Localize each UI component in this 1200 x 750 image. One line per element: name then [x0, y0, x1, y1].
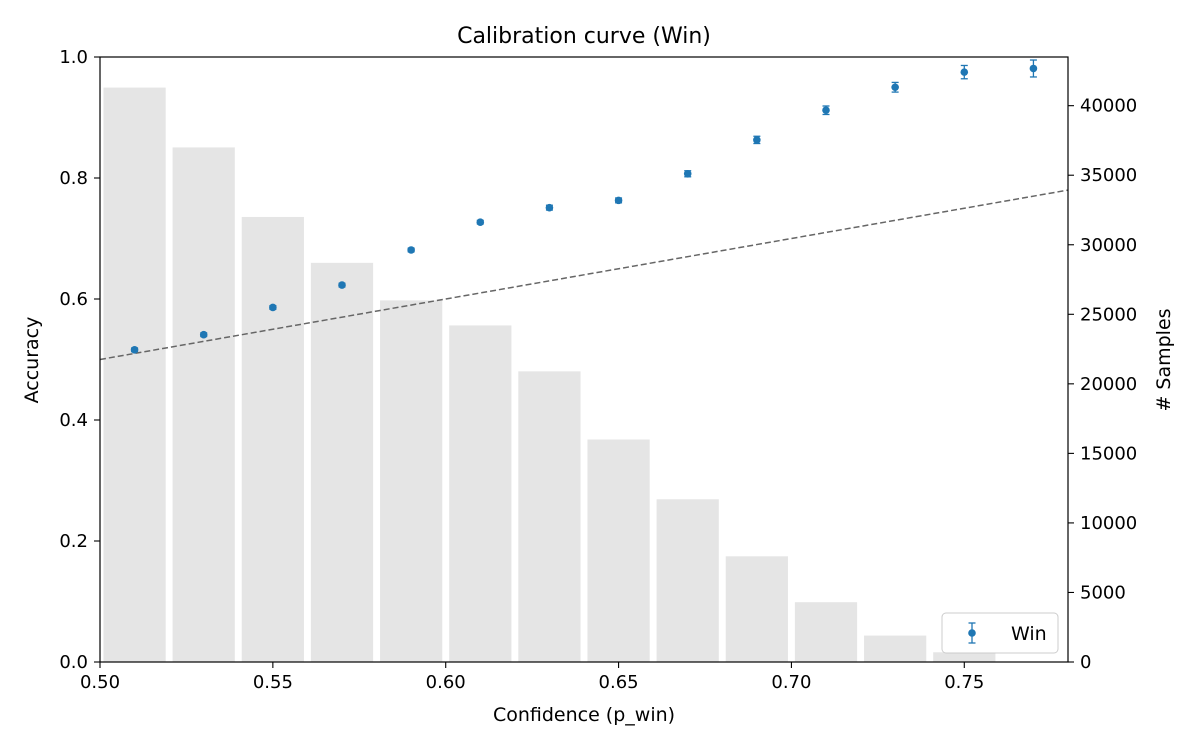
y2-tick-label: 30000: [1080, 235, 1137, 256]
histogram-bar: [449, 325, 512, 662]
x-tick-label: 0.50: [80, 672, 120, 693]
x-tick-label: 0.75: [944, 672, 984, 693]
histogram-bar: [725, 556, 788, 662]
data-point: [614, 196, 623, 205]
y-tick-label: 0.4: [59, 410, 88, 431]
data-point: [1029, 64, 1038, 73]
data-point: [960, 68, 969, 76]
y2-tick-label: 5000: [1080, 582, 1126, 603]
histogram-bar: [103, 87, 166, 662]
legend-marker-icon: [968, 622, 976, 644]
y-tick-label: 0.2: [59, 531, 88, 552]
y-axis-label: Accuracy: [21, 317, 43, 404]
histogram-bar: [656, 499, 719, 662]
data-point: [683, 169, 692, 178]
x-tick-label: 0.60: [426, 672, 466, 693]
y2-tick-label: 15000: [1080, 443, 1137, 464]
y2-tick-label: 25000: [1080, 304, 1137, 325]
y2-tick-label: 40000: [1080, 96, 1137, 117]
data-points: [130, 59, 1038, 354]
y2-axis-ticks: 0 5000 10000 15000 20000 25000 30000 35000 40000: [1068, 96, 1137, 673]
histogram-bars: [103, 87, 996, 663]
reference-line-group: [99, 189, 1069, 361]
chart-title: Calibration curve (Win): [457, 24, 711, 49]
histogram-bar: [864, 635, 927, 662]
data-point: [476, 218, 485, 226]
data-point: [545, 203, 554, 212]
data-point: [753, 136, 761, 144]
histogram-bar: [794, 602, 858, 662]
histogram-bar: [587, 439, 650, 662]
data-point: [822, 106, 830, 115]
data-point: [199, 330, 208, 339]
x-tick-label: 0.70: [771, 672, 811, 693]
x-axis-label: Confidence (p_win): [493, 704, 675, 726]
histogram-bar: [310, 262, 374, 662]
histogram-bar: [172, 147, 235, 663]
legend: Win: [941, 612, 1059, 654]
y2-tick-label: 35000: [1080, 165, 1137, 186]
data-point: [269, 303, 277, 312]
y-axis-ticks: 0.0 0.2 0.4 0.6 0.8 1.0: [59, 47, 100, 673]
y2-axis-label: # Samples: [1153, 308, 1175, 411]
histogram-bar: [380, 300, 443, 662]
plot-frame: [99, 56, 1069, 663]
y-tick-label: 1.0: [59, 47, 88, 68]
histogram-bar: [933, 652, 996, 662]
y2-tick-label: 10000: [1080, 513, 1137, 534]
reference-line: [99, 189, 1069, 361]
y-tick-label: 0.0: [59, 652, 88, 673]
y2-tick-label: 0: [1080, 652, 1091, 673]
x-axis-ticks: 0.50 0.55 0.60 0.65 0.70 0.75: [80, 662, 984, 693]
legend-label-win: Win: [1011, 623, 1047, 645]
legend-point: [968, 629, 976, 637]
x-tick-label: 0.55: [253, 672, 293, 693]
histogram-bar: [518, 371, 581, 662]
data-point: [407, 246, 415, 254]
data-point: [891, 83, 899, 92]
x-tick-label: 0.65: [599, 672, 639, 693]
histogram-bar: [241, 216, 304, 662]
y-tick-label: 0.6: [59, 289, 88, 310]
y2-tick-label: 20000: [1080, 374, 1137, 395]
y-tick-label: 0.8: [59, 168, 88, 189]
data-point: [130, 346, 139, 354]
data-point: [338, 281, 346, 289]
